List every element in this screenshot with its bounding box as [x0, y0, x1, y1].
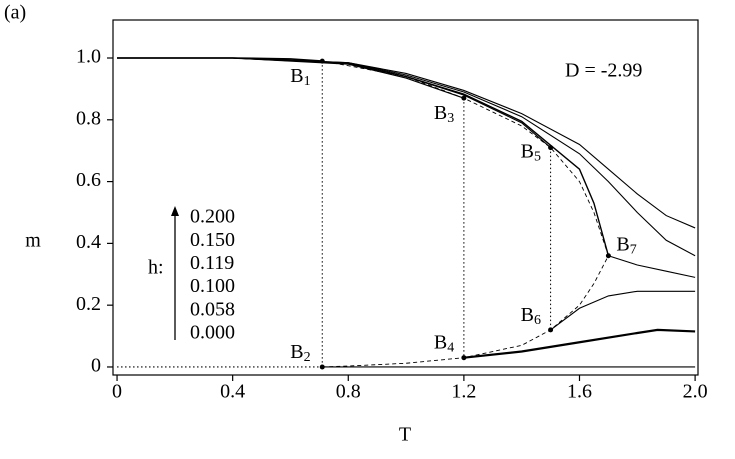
- y-tick-label: 0.4: [76, 231, 101, 253]
- curve: [117, 57, 323, 62]
- x-tick-label: 2.0: [683, 381, 708, 403]
- point-label-sub: 2: [304, 350, 311, 365]
- point: [319, 58, 325, 64]
- point-label-sub: 6: [534, 313, 541, 328]
- point-label-main: B: [290, 65, 303, 87]
- x-axis-label: T: [399, 424, 411, 446]
- curve: [608, 255, 696, 278]
- legend-entry: 0.200: [190, 206, 235, 228]
- point-label-sub: 3: [447, 111, 454, 126]
- legend-entry: 0.150: [190, 229, 235, 251]
- point: [461, 95, 467, 101]
- point-label: B3: [434, 102, 454, 127]
- point-label: B1: [290, 65, 310, 90]
- annotation: D = -2.99: [565, 60, 642, 82]
- point-label: B2: [290, 341, 310, 366]
- x-tick-label: 0.4: [220, 381, 245, 403]
- point-label-main: B: [616, 233, 629, 255]
- curve: [117, 57, 696, 229]
- point-label: B5: [521, 140, 541, 165]
- point-label: B6: [521, 303, 541, 328]
- point-label-main: B: [521, 303, 534, 325]
- x-tick-label: 0: [112, 381, 122, 403]
- point: [548, 327, 554, 333]
- point-label-sub: 4: [447, 341, 454, 356]
- point: [319, 364, 325, 370]
- y-axis-label: m: [25, 230, 41, 252]
- point: [461, 355, 467, 361]
- point-label-main: B: [290, 341, 303, 363]
- y-tick-label: 1.0: [76, 46, 101, 68]
- curve: [117, 57, 551, 149]
- plot-frame: [112, 19, 699, 376]
- point: [605, 253, 611, 259]
- point-label-sub: 1: [304, 74, 311, 89]
- point-label-sub: 5: [534, 150, 541, 165]
- legend-title: h:: [148, 257, 164, 279]
- curve: [550, 290, 696, 331]
- point-label-sub: 7: [630, 243, 637, 258]
- y-tick-label: 0: [91, 355, 101, 377]
- x-tick-label: 1.2: [451, 381, 476, 403]
- point-label-main: B: [434, 102, 447, 124]
- y-tick-label: 0.6: [76, 169, 101, 191]
- legend-entry: 0.058: [190, 298, 235, 320]
- panel-label: (a): [4, 2, 26, 24]
- y-tick-label: 0.2: [76, 293, 101, 315]
- point-label: B7: [616, 233, 636, 258]
- x-tick-label: 1.6: [567, 381, 592, 403]
- y-tick-label: 0.8: [76, 107, 101, 129]
- legend-arrowhead: [171, 206, 179, 216]
- point-label-main: B: [521, 140, 534, 162]
- x-tick-label: 0.8: [336, 381, 361, 403]
- curve: [463, 328, 696, 359]
- curve: [322, 60, 609, 368]
- legend-entry: 0.000: [190, 322, 235, 344]
- point: [548, 145, 554, 151]
- point-label: B4: [434, 331, 454, 356]
- legend-entry: 0.100: [190, 275, 235, 297]
- point-label-main: B: [434, 331, 447, 353]
- legend-entry: 0.119: [190, 252, 234, 274]
